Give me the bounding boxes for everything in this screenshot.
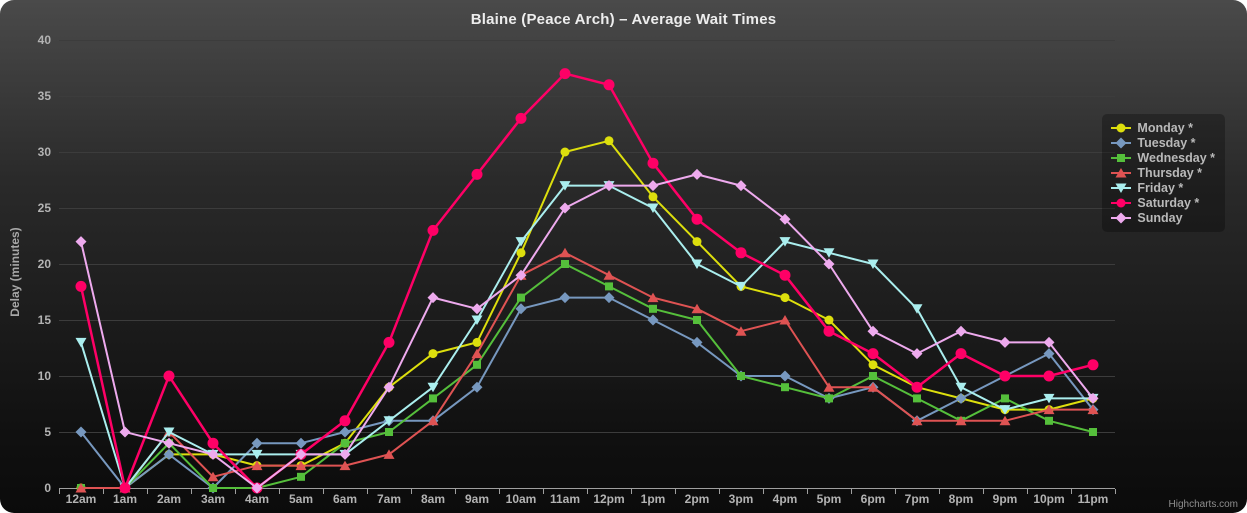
legend-item-friday[interactable]: Friday * [1110,181,1215,195]
svg-text:3pm: 3pm [729,492,754,506]
wednesday-marker-icon [1111,154,1132,162]
legend-item-label: Friday * [1137,181,1184,195]
svg-text:5pm: 5pm [817,492,842,506]
svg-text:9pm: 9pm [993,492,1018,506]
x-axis-labels: 12am 1am 2am 3am 4am 5am 6am 7am 8am 9am 10am 11am 1… [66,492,1109,506]
svg-text:2am: 2am [157,492,181,506]
svg-text:4am: 4am [245,492,269,506]
legend-item-label: Tuesday * [1137,136,1196,150]
svg-text:20: 20 [38,257,52,271]
legend-item-label: Wednesday * [1137,151,1215,165]
svg-text:12pm: 12pm [593,492,624,506]
sunday-marker-icon [1111,212,1132,224]
svg-text:9am: 9am [465,492,489,506]
thursday-marker-icon [1111,168,1132,178]
svg-text:8am: 8am [421,492,445,506]
legend-item-monday[interactable]: Monday * [1110,121,1215,135]
saturday-marker-icon [1111,198,1132,208]
svg-text:6pm: 6pm [861,492,886,506]
svg-text:11am: 11am [550,492,580,506]
svg-text:1pm: 1pm [641,492,666,506]
svg-text:30: 30 [38,145,52,159]
series-monday[interactable] [76,136,1098,493]
svg-text:7am: 7am [377,492,401,506]
credits-link[interactable]: Highcharts.com [1168,499,1238,510]
svg-text:5am: 5am [289,492,313,506]
legend-item-label: Saturday * [1137,196,1200,210]
legend-item-label: Thursday * [1137,166,1203,180]
tuesday-marker-icon [1111,137,1132,149]
svg-text:15: 15 [38,313,52,327]
svg-text:35: 35 [38,89,52,103]
svg-text:11pm: 11pm [1078,492,1109,506]
svg-text:12am: 12am [66,492,97,506]
svg-text:0: 0 [44,481,51,495]
series-friday[interactable] [75,181,1099,493]
svg-text:7pm: 7pm [905,492,930,506]
svg-text:10am: 10am [506,492,537,506]
svg-text:8pm: 8pm [949,492,974,506]
y-axis-labels: 0 5 10 15 20 25 30 35 40 [38,33,52,495]
svg-text:1am: 1am [113,492,137,506]
svg-text:4pm: 4pm [773,492,798,506]
legend-item-wednesday[interactable]: Wednesday * [1110,151,1215,165]
legend: Monday * Tuesday * Wednesday * Thursday * Fr… [1102,114,1225,232]
legend-item-label: Sunday [1137,211,1183,225]
chart-title: Blaine (Peace Arch) – Average Wait Times [470,11,777,28]
svg-text:6am: 6am [333,492,357,506]
monday-marker-icon [1111,123,1132,133]
series-sunday[interactable] [75,168,1099,494]
legend-item-tuesday[interactable]: Tuesday * [1110,136,1215,150]
svg-text:40: 40 [38,33,52,47]
series-thursday[interactable] [75,247,1099,493]
svg-text:25: 25 [38,201,52,215]
series-tuesday[interactable] [75,292,1099,494]
gridlines [59,40,1115,433]
legend-item-thursday[interactable]: Thursday * [1110,166,1215,180]
legend-item-saturday[interactable]: Saturday * [1110,196,1215,210]
svg-text:2pm: 2pm [685,492,710,506]
friday-marker-icon [1111,183,1132,193]
legend-item-sunday[interactable]: Sunday [1110,211,1215,225]
series-saturday[interactable] [75,68,1099,494]
svg-text:10: 10 [38,369,52,383]
svg-text:5: 5 [44,425,51,439]
legend-item-label: Monday * [1137,121,1193,135]
svg-text:3am: 3am [201,492,225,506]
svg-text:10pm: 10pm [1033,492,1064,506]
